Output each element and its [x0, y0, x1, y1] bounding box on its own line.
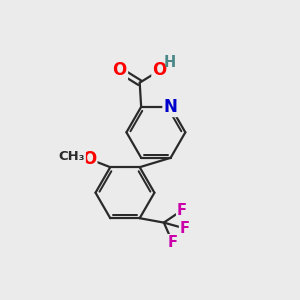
Text: F: F: [180, 221, 190, 236]
Text: O: O: [153, 61, 167, 79]
Text: F: F: [168, 235, 178, 250]
Text: N: N: [164, 98, 178, 116]
Text: H: H: [164, 56, 176, 70]
Text: F: F: [177, 203, 187, 218]
Text: O: O: [112, 61, 127, 79]
Text: CH₃: CH₃: [59, 149, 85, 163]
Text: O: O: [82, 150, 96, 168]
